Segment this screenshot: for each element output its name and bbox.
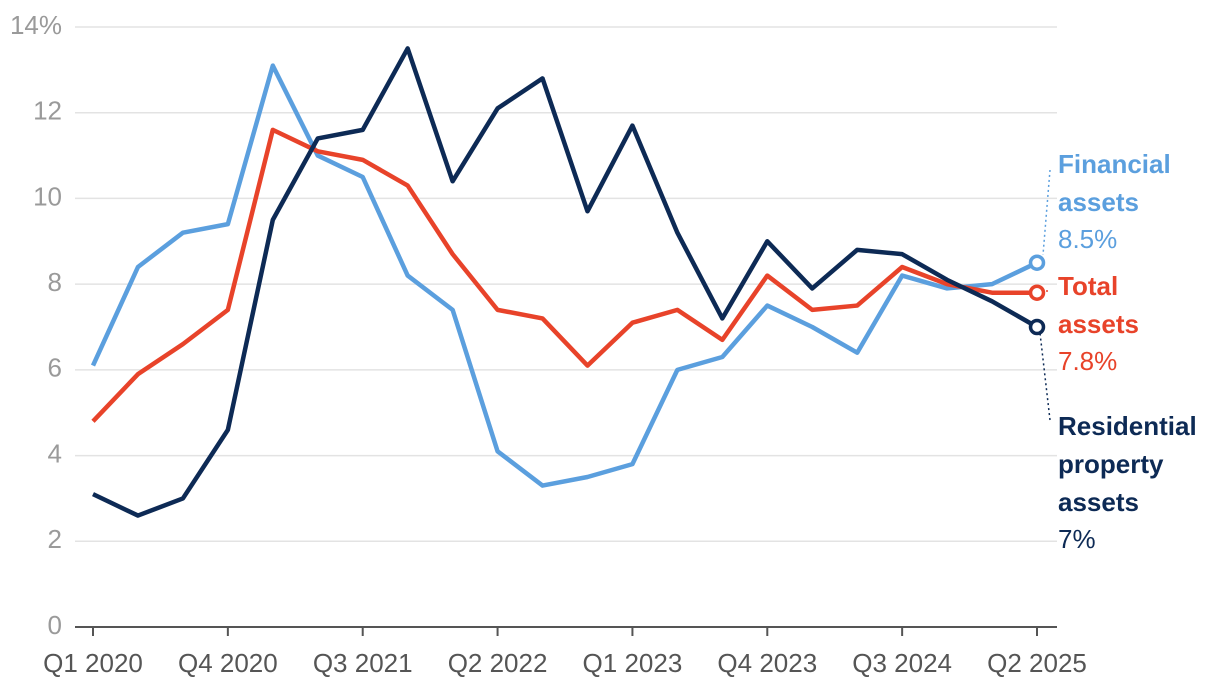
value-label: 7.8% (1058, 346, 1117, 376)
series-line (92, 46, 1039, 518)
x-tick-label: Q3 2021 (313, 648, 413, 678)
y-tick-label: 14% (10, 10, 62, 40)
label-line: assets (1058, 487, 1139, 517)
series-line (90, 63, 1038, 488)
leader-line (1042, 169, 1051, 256)
leader-line (1039, 332, 1051, 421)
value-label: 7% (1058, 524, 1096, 554)
label-line: Total (1058, 271, 1118, 301)
label-line: assets (1058, 187, 1139, 217)
label-line: Residential (1058, 411, 1197, 441)
y-tick-label: 10 (33, 181, 62, 211)
x-tick-label: Q4 2023 (717, 648, 817, 678)
value-label: 8.5% (1058, 224, 1117, 254)
y-tick-label: 0 (48, 610, 62, 640)
y-tick-label: 4 (48, 438, 62, 468)
y-tick-label: 8 (48, 267, 62, 297)
label-line: assets (1058, 309, 1139, 339)
end-point (1028, 284, 1046, 301)
y-tick-label: 2 (48, 524, 62, 554)
end-point (1028, 254, 1046, 271)
x-tick-label: Q4 2020 (178, 648, 278, 678)
label-line: property (1058, 449, 1164, 479)
y-tick-label: 6 (48, 353, 62, 383)
series-line (91, 127, 1037, 423)
x-tick-label: Q1 2020 (43, 648, 143, 678)
x-tick-label: Q2 2022 (448, 648, 548, 678)
y-tick-label: 12 (33, 96, 62, 126)
legend-label: Residential property assets (1058, 411, 1197, 517)
x-tick-label: Q1 2023 (583, 648, 683, 678)
end-point (1028, 318, 1046, 336)
legend-label: Financial assets (1058, 149, 1171, 217)
label-line: Financial (1058, 149, 1171, 179)
legend-label: Total assets (1058, 271, 1139, 339)
x-tick-label: Q3 2024 (852, 648, 952, 678)
x-tick-label: Q2 2025 (987, 648, 1087, 678)
